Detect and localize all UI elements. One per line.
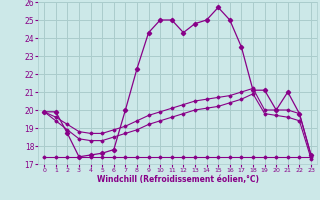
- X-axis label: Windchill (Refroidissement éolien,°C): Windchill (Refroidissement éolien,°C): [97, 175, 259, 184]
